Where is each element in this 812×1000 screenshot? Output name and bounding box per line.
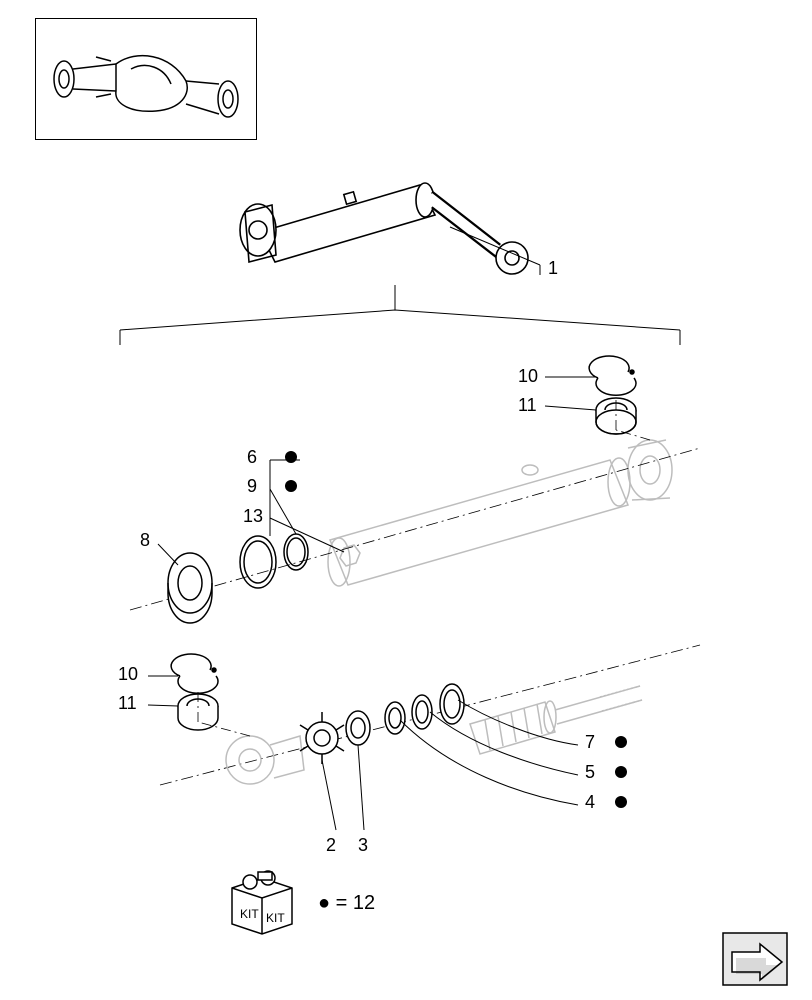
callout-5: 5 [585,762,595,783]
axis-line-upper [130,448,700,610]
callout-9: 9 [247,476,257,497]
rod-end-ghost [226,736,304,784]
kit-dot-6 [285,451,297,463]
kit-dot-7 [615,736,627,748]
assembly-bracket [120,285,680,345]
callout-11-lower: 11 [118,693,137,714]
callout-11-upper: 11 [518,395,537,416]
kit-dot-9 [285,480,297,492]
assembled-cylinder [240,183,528,274]
axle-thumbnail [36,19,256,139]
kit-dot-4 [615,796,627,808]
diagram-canvas [0,0,812,1000]
callout-10-upper: 10 [518,366,538,387]
kit-legend: ● = 12 [318,892,375,915]
kit-icon: KIT KIT [220,858,302,945]
lock-washer-nut [300,711,370,764]
svg-text:KIT: KIT [240,907,259,921]
callout-2: 2 [326,835,336,856]
callout-1: 1 [548,258,558,279]
ghost-barrel [328,440,672,586]
piston-seal-group [385,684,464,734]
callout-6: 6 [247,447,257,468]
callout-13: 13 [243,506,263,527]
nav-arrow-panel[interactable] [722,932,788,991]
next-page-arrow-icon [722,932,788,986]
callout-8: 8 [140,530,150,551]
svg-text:KIT: KIT [266,911,285,925]
gland-group [168,534,308,623]
thumbnail-frame [35,18,257,140]
callout-3: 3 [358,835,368,856]
callout-7: 7 [585,732,595,753]
snapring-upper [589,356,636,434]
callout-4: 4 [585,792,595,813]
snapring-lower [171,654,218,730]
axis-line-lower [160,645,700,785]
callout-10-lower: 10 [118,664,138,685]
kit-dot-5 [615,766,627,778]
